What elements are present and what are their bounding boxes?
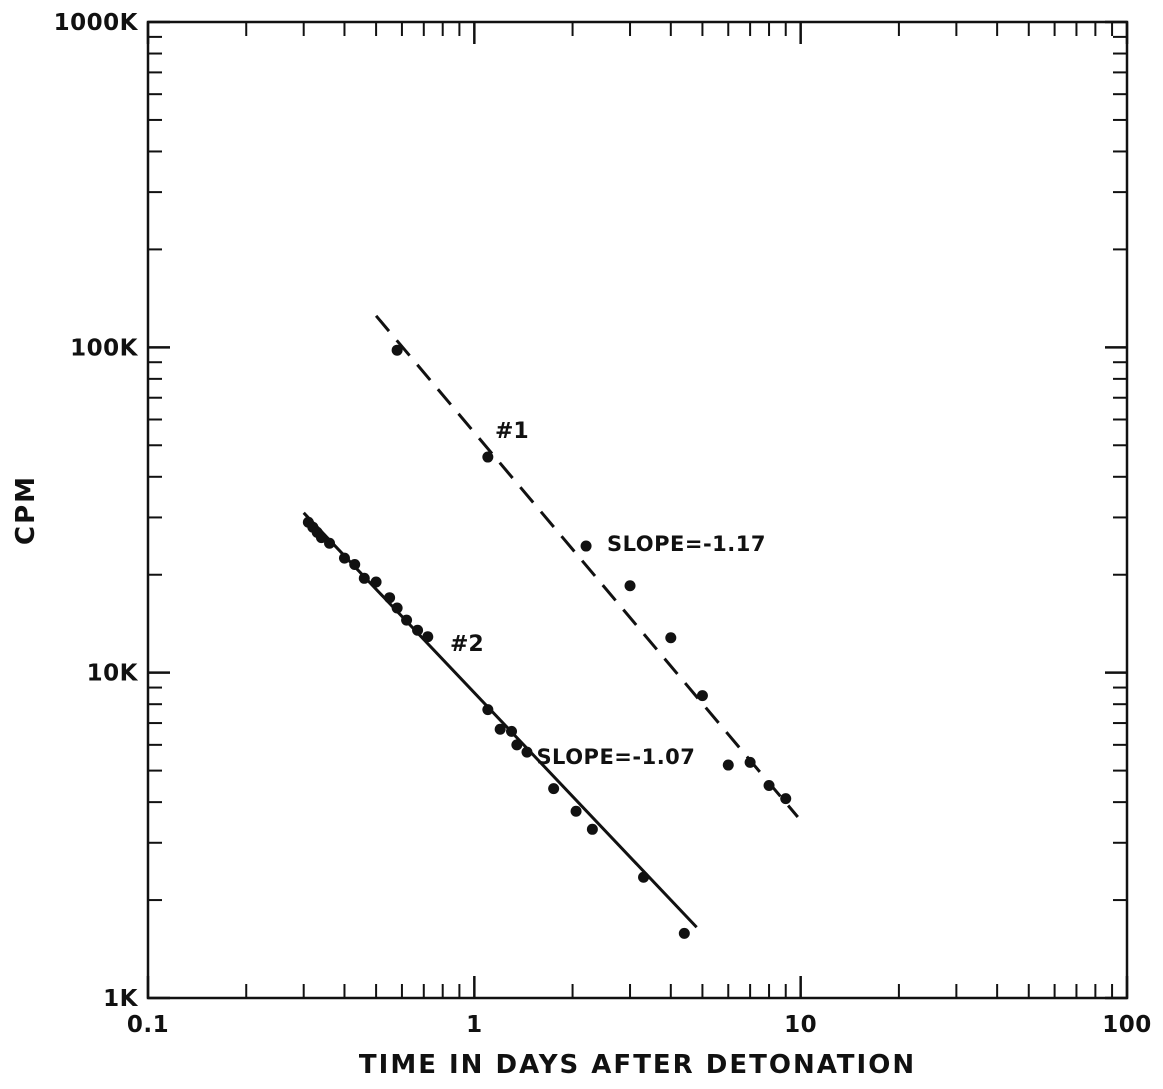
data-point-series-1 xyxy=(744,756,756,768)
data-point-series-2 xyxy=(570,805,582,817)
data-point-series-2 xyxy=(422,631,434,643)
fit-line-series-1 xyxy=(374,314,799,818)
series-label-2: #2 xyxy=(450,632,484,657)
series-label-1: #1 xyxy=(495,419,529,444)
data-point-series-2 xyxy=(391,602,403,614)
data-point-series-1 xyxy=(580,540,592,552)
data-point-series-2 xyxy=(506,725,518,737)
x-tick-label: 100 xyxy=(1102,1012,1152,1038)
data-point-series-2 xyxy=(349,559,361,571)
data-point-series-1 xyxy=(665,632,677,644)
data-point-series-2 xyxy=(384,592,396,604)
y-tick-label: 1K xyxy=(103,986,139,1012)
data-point-series-1 xyxy=(763,779,775,791)
data-point-series-2 xyxy=(586,823,598,835)
data-point-series-1 xyxy=(780,793,792,805)
data-point-series-2 xyxy=(638,871,650,883)
data-point-series-1 xyxy=(722,759,734,771)
data-point-series-2 xyxy=(358,572,370,584)
y-axis-title: CPM xyxy=(11,475,41,545)
data-point-series-2 xyxy=(511,739,523,751)
data-point-series-2 xyxy=(338,552,350,564)
y-tick-label: 1000K xyxy=(54,10,139,36)
y-tick-label: 10K xyxy=(87,661,139,687)
slope-annotation-2: SLOPE=-1.07 xyxy=(536,745,695,769)
slope-annotation-1: SLOPE=-1.17 xyxy=(607,532,766,556)
x-tick-label: 0.1 xyxy=(127,1012,169,1038)
data-point-series-1 xyxy=(696,690,708,702)
data-point-series-2 xyxy=(401,614,413,626)
x-tick-label: 10 xyxy=(784,1012,817,1038)
x-tick-label: 1 xyxy=(466,1012,483,1038)
x-axis-title: TIME IN DAYS AFTER DETONATION xyxy=(359,1050,916,1080)
data-point-series-2 xyxy=(324,537,336,549)
data-point-series-2 xyxy=(548,783,560,795)
data-point-series-2 xyxy=(494,723,506,735)
data-point-series-1 xyxy=(624,580,636,592)
fit-line-series-2 xyxy=(302,511,698,929)
y-tick-label: 100K xyxy=(70,335,139,361)
data-point-series-2 xyxy=(521,746,533,758)
data-point-series-2 xyxy=(315,532,327,544)
data-point-series-1 xyxy=(482,451,494,463)
data-point-series-2 xyxy=(482,704,494,716)
data-point-series-2 xyxy=(678,927,690,939)
data-point-series-2 xyxy=(412,624,424,636)
data-point-series-2 xyxy=(370,576,382,588)
plot-frame xyxy=(146,20,1129,1000)
data-point-series-1 xyxy=(391,344,403,356)
